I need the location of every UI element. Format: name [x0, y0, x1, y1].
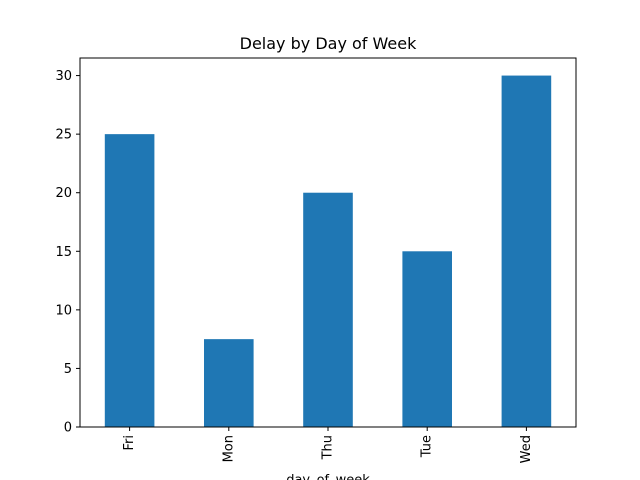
bar-fri: [104, 134, 155, 427]
x-tick-label-wed: Wed: [519, 435, 534, 463]
x-tick-label-tue: Tue: [420, 435, 435, 458]
y-tick-label-5: 5: [64, 362, 72, 377]
plot-frame: [79, 57, 577, 428]
y-axis: 0 5 10 15 20 25 30: [55, 69, 80, 436]
x-tick-label-thu: Thu: [321, 435, 336, 460]
bar-wed: [501, 75, 552, 427]
x-axis-label: day_of_week: [286, 473, 370, 480]
y-tick-label-10: 10: [55, 303, 72, 318]
y-tick-label-30: 30: [55, 69, 72, 84]
x-tick-label-fri: Fri: [122, 435, 137, 451]
x-tick-label-mon: Mon: [221, 435, 236, 462]
y-tick-label-20: 20: [55, 186, 72, 201]
x-axis: Fri Mon Thu Tue Wed: [122, 427, 534, 463]
y-tick-label-25: 25: [55, 128, 72, 143]
chart-title: Delay by Day of Week: [240, 34, 417, 53]
y-tick-label-15: 15: [55, 245, 72, 260]
bars: [104, 75, 552, 427]
y-tick-label-0: 0: [64, 421, 72, 436]
bar-mon: [204, 339, 254, 427]
bar-tue: [402, 251, 452, 427]
bar-thu: [303, 192, 353, 427]
